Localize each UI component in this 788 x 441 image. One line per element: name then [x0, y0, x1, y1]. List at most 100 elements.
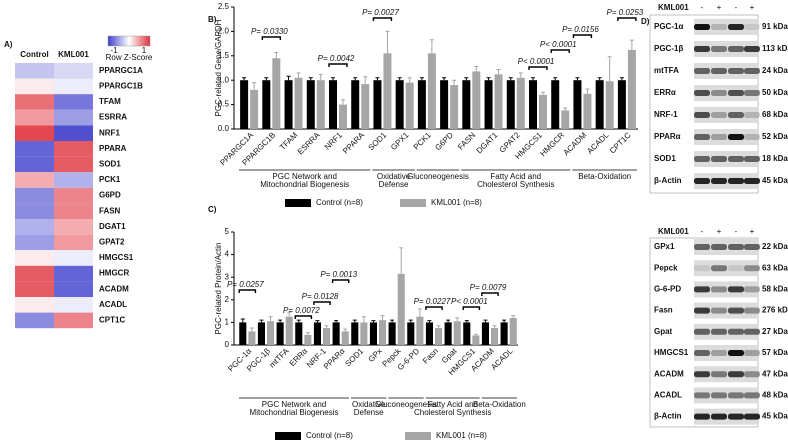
panel-label: C) — [208, 205, 217, 214]
blot-band — [711, 90, 727, 96]
error-bar — [352, 319, 357, 323]
error-bar — [511, 315, 516, 318]
blot-band — [728, 413, 744, 420]
bar — [272, 58, 281, 129]
blot-band — [728, 350, 744, 356]
y-tick-label: 5 — [225, 227, 230, 236]
protein-label: Fasn — [654, 306, 673, 315]
row-label: PCK1 — [99, 175, 121, 184]
protein-label: PGC-1β — [654, 44, 683, 53]
error-bar — [442, 77, 447, 81]
x-tick-label: GPX1 — [389, 130, 411, 152]
blot-band — [711, 413, 727, 420]
x-tick-label: mtTFA — [268, 346, 291, 369]
heatmap-cell — [15, 63, 54, 79]
bar — [407, 322, 415, 345]
x-tick-label: PPARA — [341, 130, 367, 156]
size-label: 57 kDa — [762, 348, 788, 357]
bar — [262, 80, 271, 129]
sig-bracket — [331, 279, 350, 283]
error-bar — [518, 72, 523, 78]
error-bar — [455, 317, 460, 322]
bar — [405, 82, 414, 129]
blot-band — [694, 178, 710, 184]
protein-label: PPARα — [654, 132, 681, 141]
heatmap-cell — [15, 312, 54, 329]
panel-label: D) — [641, 17, 650, 26]
heatmap-cell — [54, 141, 93, 157]
error-bar — [585, 88, 590, 94]
group-label: Fatty Acid and — [490, 172, 541, 181]
y-axis-title: PGC-related Protein/Actin — [214, 242, 223, 334]
error-bar — [486, 77, 491, 81]
heatmap-cell — [15, 203, 54, 219]
blot-band — [744, 46, 760, 52]
blot-band — [728, 371, 744, 378]
bar — [435, 328, 443, 345]
blot-band — [744, 265, 760, 272]
bar — [369, 322, 377, 345]
error-bar — [541, 91, 545, 95]
y-tick-label: 2 — [225, 295, 230, 304]
blot-band — [711, 328, 727, 335]
error-bar — [531, 77, 535, 81]
error-bar — [508, 77, 513, 81]
legend-label: Control (n=8) — [306, 431, 353, 440]
color-key-tick: -1 — [110, 46, 118, 55]
row-label: PPARGC1B — [99, 82, 143, 91]
error-bar — [249, 327, 254, 332]
bar — [529, 80, 537, 129]
blot-strip — [694, 85, 758, 101]
lane-label: + — [717, 3, 722, 12]
error-bar — [390, 319, 395, 323]
blot-band — [694, 134, 710, 140]
bar — [332, 322, 340, 345]
blot-band — [711, 178, 727, 184]
column-label: Control — [20, 50, 48, 59]
error-bar — [629, 39, 634, 50]
panel-label: A) — [4, 40, 13, 49]
error-bar — [242, 77, 247, 81]
blot-band — [711, 307, 727, 314]
row-label: PPARGC1A — [99, 66, 143, 75]
y-tick-label: 0 — [225, 340, 230, 349]
sig-bracket — [617, 17, 637, 21]
x-tick-label: PCK1 — [412, 130, 434, 152]
error-bar — [399, 247, 404, 274]
protein-label: HMGCS1 — [654, 348, 689, 357]
bar — [373, 80, 382, 129]
blot-band — [711, 286, 727, 293]
blot-band — [744, 413, 760, 420]
error-bar — [274, 51, 279, 59]
blot-band — [694, 413, 710, 420]
bar — [453, 321, 461, 345]
p-value: P= 0.0072 — [283, 306, 320, 315]
p-value: P= 0.0156 — [562, 25, 599, 34]
error-bar — [408, 319, 413, 323]
blot-band — [711, 244, 727, 250]
size-label: 22 kDa — [762, 242, 788, 251]
bar — [573, 80, 582, 129]
group-label: Fatty Acid and — [427, 400, 478, 409]
protein-label: NRF-1 — [654, 110, 678, 119]
blot-band — [711, 392, 727, 399]
blot-strip — [694, 129, 758, 145]
blot-band — [694, 90, 710, 96]
protein-label: β-Actin — [654, 176, 682, 185]
heatmap-cell — [54, 109, 93, 126]
bar — [605, 81, 614, 129]
row-label: ACADL — [99, 300, 127, 309]
error-bar — [446, 319, 451, 323]
heatmap-cell — [54, 156, 93, 173]
blot-band — [694, 24, 710, 30]
bar — [561, 110, 570, 129]
p-value: P< 0.0001 — [540, 40, 577, 49]
p-value: P= 0.0027 — [362, 8, 399, 17]
size-label: 276 kDa — [762, 306, 788, 315]
lane-label: - — [701, 3, 704, 12]
bar — [304, 334, 312, 345]
bar — [257, 322, 265, 345]
blot-band — [694, 68, 710, 74]
row-label: NRF1 — [99, 128, 120, 137]
blot-band — [711, 156, 727, 162]
